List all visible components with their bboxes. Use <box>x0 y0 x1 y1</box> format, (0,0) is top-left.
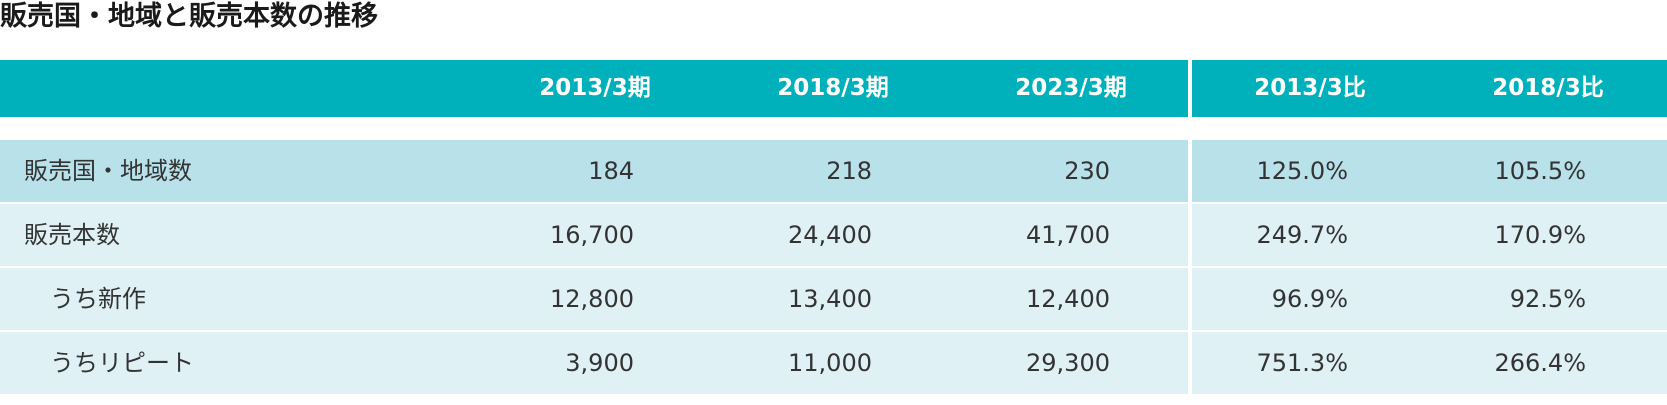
row-label: 販売国・地域数 <box>24 157 192 185</box>
table-row <box>0 332 1667 394</box>
column-header: 2013/3期 <box>539 75 651 101</box>
column-header: 2018/3比 <box>1492 75 1604 101</box>
value-cell: 29,300 <box>1026 349 1110 377</box>
row-label: 販売本数 <box>24 221 120 249</box>
value-cell: 16,700 <box>550 221 634 249</box>
header-row <box>0 60 1667 117</box>
value-cell: 11,000 <box>788 349 872 377</box>
column-header: 2013/3比 <box>1254 75 1366 101</box>
value-cell: 249.7% <box>1256 221 1348 249</box>
value-cell: 12,400 <box>1026 285 1110 313</box>
value-cell: 92.5% <box>1509 285 1586 313</box>
value-cell: 751.3% <box>1256 349 1348 377</box>
table-row <box>0 268 1667 330</box>
value-cell: 184 <box>588 157 634 185</box>
column-header: 2018/3期 <box>777 75 889 101</box>
row-label: うちリピート <box>50 349 194 377</box>
value-cell: 218 <box>826 157 872 185</box>
value-cell: 170.9% <box>1494 221 1586 249</box>
value-cell: 3,900 <box>565 349 634 377</box>
table-row <box>0 140 1667 202</box>
table-title: 販売国・地域と販売本数の推移 <box>0 1 378 32</box>
value-cell: 13,400 <box>788 285 872 313</box>
value-cell: 125.0% <box>1256 157 1348 185</box>
value-cell: 96.9% <box>1271 285 1348 313</box>
value-cell: 24,400 <box>788 221 872 249</box>
value-cell: 105.5% <box>1494 157 1586 185</box>
value-cell: 266.4% <box>1494 349 1586 377</box>
value-cell: 230 <box>1064 157 1110 185</box>
column-header: 2023/3期 <box>1015 75 1127 101</box>
row-label: うち新作 <box>50 285 146 313</box>
table-row <box>0 204 1667 266</box>
value-cell: 12,800 <box>550 285 634 313</box>
column-divider <box>1188 60 1192 405</box>
value-cell: 41,700 <box>1026 221 1110 249</box>
